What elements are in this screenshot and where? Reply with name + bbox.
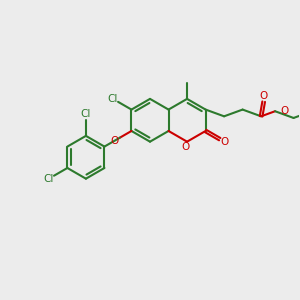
Text: O: O xyxy=(280,106,289,116)
Text: O: O xyxy=(260,91,268,101)
Text: Cl: Cl xyxy=(107,94,118,103)
Text: Cl: Cl xyxy=(81,109,91,119)
Text: O: O xyxy=(182,142,190,152)
Text: O: O xyxy=(110,136,118,146)
Text: Cl: Cl xyxy=(43,174,53,184)
Text: O: O xyxy=(220,137,229,147)
